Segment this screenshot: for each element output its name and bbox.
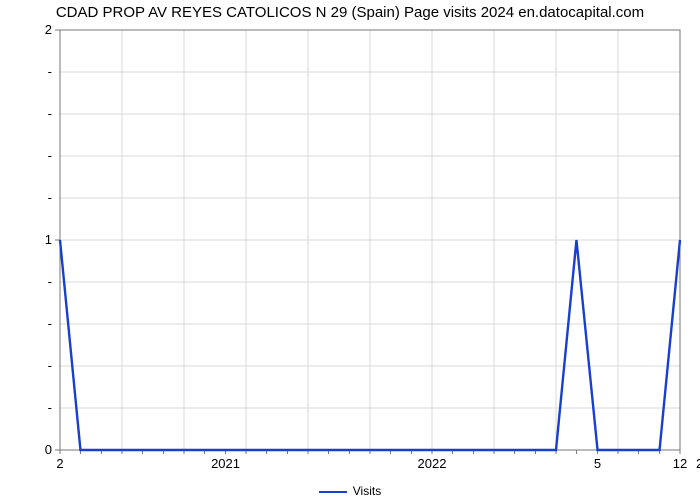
x-tick-label: 2 <box>56 456 63 471</box>
chart-title: CDAD PROP AV REYES CATOLICOS N 29 (Spain… <box>0 4 700 21</box>
x-tick-label: 2021 <box>211 456 240 471</box>
y-minor-mark: - <box>22 274 52 289</box>
chart-container: CDAD PROP AV REYES CATOLICOS N 29 (Spain… <box>0 0 700 500</box>
y-tick-label: 2 <box>22 22 52 37</box>
y-minor-mark: - <box>22 64 52 79</box>
legend: Visits <box>0 484 700 498</box>
y-minor-mark: - <box>22 358 52 373</box>
y-minor-mark: - <box>22 106 52 121</box>
legend-label: Visits <box>353 484 381 498</box>
plot-area <box>60 30 680 450</box>
legend-swatch <box>319 491 347 493</box>
y-tick-label: 1 <box>22 232 52 247</box>
chart-svg <box>60 30 680 450</box>
x-tick-label: 5 <box>594 456 601 471</box>
y-minor-mark: - <box>22 148 52 163</box>
y-minor-mark: - <box>22 190 52 205</box>
y-tick-label: 0 <box>22 442 52 457</box>
y-minor-mark: - <box>22 316 52 331</box>
x-tick-label: 12 <box>673 456 687 471</box>
x-tick-label: 2022 <box>418 456 447 471</box>
x-corner-label: 202 <box>696 456 700 471</box>
y-minor-mark: - <box>22 400 52 415</box>
